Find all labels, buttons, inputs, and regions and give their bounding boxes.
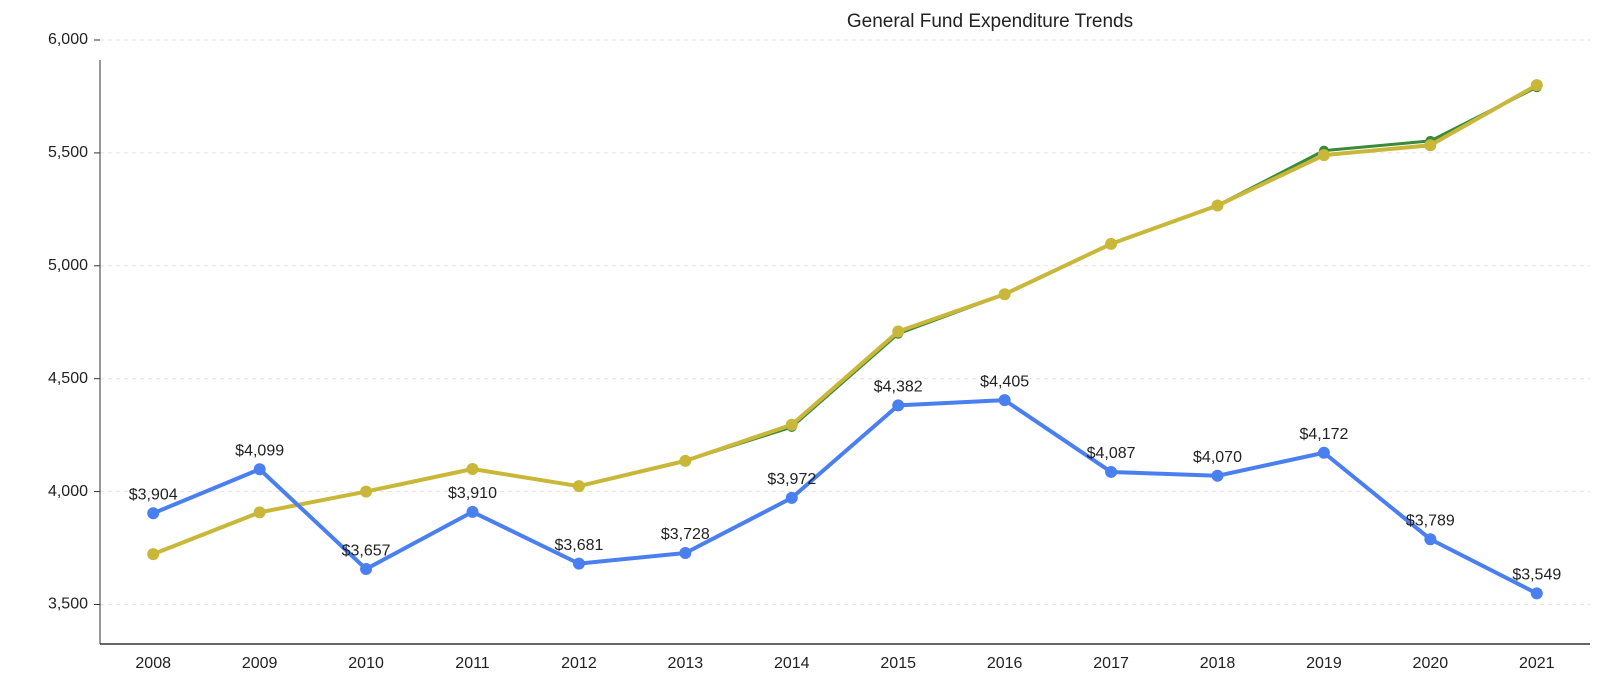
y-tick-label: 4,000 (48, 483, 88, 500)
y-tick-label: 4,500 (48, 370, 88, 387)
series-line (152, 83, 1538, 556)
data-point (1211, 199, 1224, 212)
x-tick-label: 2010 (348, 655, 384, 672)
data-point (253, 463, 266, 476)
data-label: $3,657 (342, 542, 391, 559)
x-tick-label: 2018 (1200, 655, 1236, 672)
series-line (152, 398, 1538, 596)
x-tick-label: 2009 (242, 655, 278, 672)
data-label: $3,789 (1406, 512, 1455, 529)
data-label: $3,681 (554, 537, 603, 554)
data-label: $4,099 (235, 442, 284, 459)
x-tick-label: 2015 (880, 655, 916, 672)
y-tick-label: 5,000 (48, 257, 88, 274)
x-tick-label: 2012 (561, 655, 597, 672)
data-point (360, 563, 373, 576)
data-point (1317, 149, 1330, 162)
x-tick-label: 2008 (135, 655, 171, 672)
data-point (998, 288, 1011, 301)
data-point (147, 548, 160, 561)
data-point (892, 325, 905, 338)
data-point (253, 506, 266, 519)
data-label: $3,549 (1512, 567, 1561, 584)
data-point (1424, 139, 1437, 152)
data-label: $4,172 (1299, 426, 1348, 443)
data-point (572, 480, 585, 493)
data-point (466, 505, 479, 518)
data-point (785, 418, 798, 431)
x-tick-label: 2020 (1413, 655, 1449, 672)
x-tick-label: 2017 (1093, 655, 1129, 672)
data-point (1530, 79, 1543, 92)
data-point (1317, 446, 1330, 459)
data-point (1530, 587, 1543, 600)
data-label: $4,087 (1087, 445, 1136, 462)
data-point (466, 463, 479, 476)
chart-title: General Fund Expenditure Trends (847, 11, 1133, 32)
data-label: $3,728 (661, 526, 710, 543)
data-label: $3,910 (448, 485, 497, 502)
y-tick-label: 6,000 (48, 31, 88, 48)
data-point (998, 394, 1011, 407)
data-point (892, 399, 905, 412)
data-label: $3,904 (129, 486, 178, 503)
data-point (572, 557, 585, 570)
x-tick-label: 2013 (668, 655, 704, 672)
data-point (1424, 533, 1437, 546)
y-tick-label: 3,500 (48, 596, 88, 613)
data-point (360, 485, 373, 498)
data-label: $4,405 (980, 373, 1029, 390)
data-point (785, 491, 798, 504)
data-label: $4,382 (874, 379, 923, 396)
data-point (147, 507, 160, 520)
data-point (1105, 237, 1118, 250)
x-tick-label: 2014 (774, 655, 810, 672)
data-point (1211, 469, 1224, 482)
data-point (679, 454, 692, 467)
data-label: $4,070 (1193, 449, 1242, 466)
x-tick-label: 2016 (987, 655, 1023, 672)
x-tick-label: 2021 (1519, 655, 1555, 672)
x-tick-label: 2011 (455, 655, 490, 672)
data-point (1105, 465, 1118, 478)
y-tick-label: 5,500 (48, 144, 88, 161)
data-point (679, 547, 692, 560)
data-label: $3,972 (767, 471, 816, 488)
x-tick-label: 2019 (1306, 655, 1342, 672)
